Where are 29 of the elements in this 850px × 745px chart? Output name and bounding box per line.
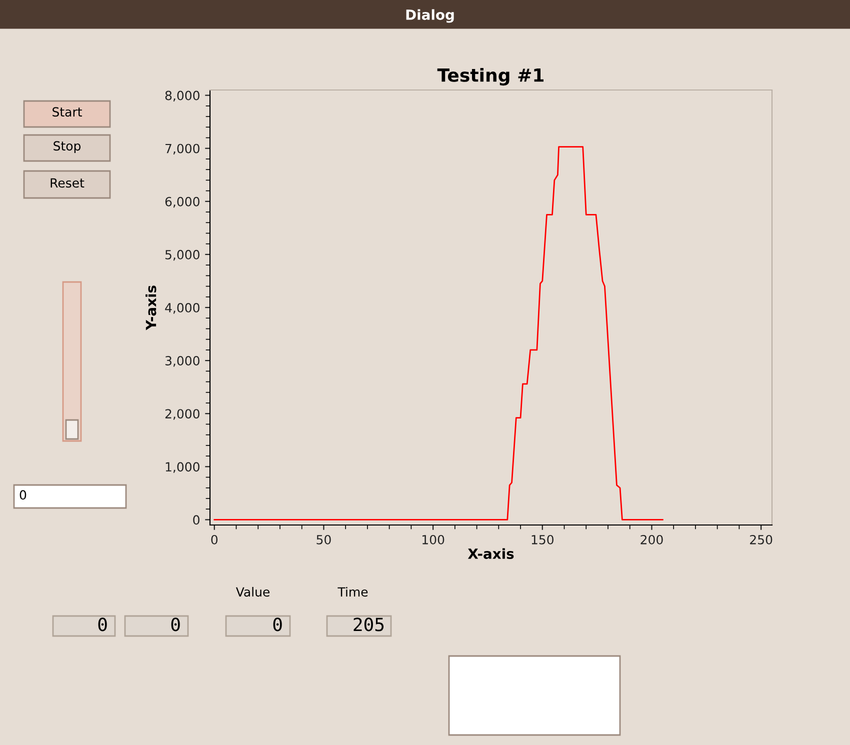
y-tick-label: 7,000 — [166, 144, 200, 155]
chart-title: Testing #1 — [437, 68, 544, 86]
y-tick-label: 8,000 — [165, 90, 200, 102]
y-tick-label: 4,000 — [165, 302, 200, 314]
x-axis-title: X-axis — [468, 548, 514, 559]
y-tick-label: 0 — [193, 515, 200, 525]
y-tick-label: 2,000 — [165, 409, 200, 420]
text: Reset — [50, 178, 84, 188]
y-axis-title: Y-axis — [145, 286, 156, 330]
y-tick-label: 6,000 — [165, 196, 200, 208]
text: Time — [338, 586, 368, 597]
x-tick-label: 250 — [750, 534, 772, 544]
x-tick-label: 200 — [640, 534, 663, 544]
text: 0 — [98, 618, 107, 632]
text: Stop — [54, 141, 81, 154]
text: 205 — [354, 618, 384, 632]
text: 0 — [20, 490, 26, 500]
line-series — [214, 146, 664, 520]
y-tick-label: 3,000 — [165, 356, 200, 367]
text: 0 — [273, 618, 282, 632]
x-tick-label: 150 — [532, 534, 554, 544]
x-tick-label: 0 — [211, 534, 218, 544]
x-tick-label: 100 — [422, 534, 444, 544]
text: Start — [52, 107, 82, 117]
y-tick-label: 1,000 — [166, 462, 200, 473]
y-tick-label: 5,000 — [165, 250, 200, 261]
x-tick-label: 50 — [316, 534, 331, 544]
text: Value — [236, 586, 270, 597]
text: Dialog — [406, 9, 454, 23]
